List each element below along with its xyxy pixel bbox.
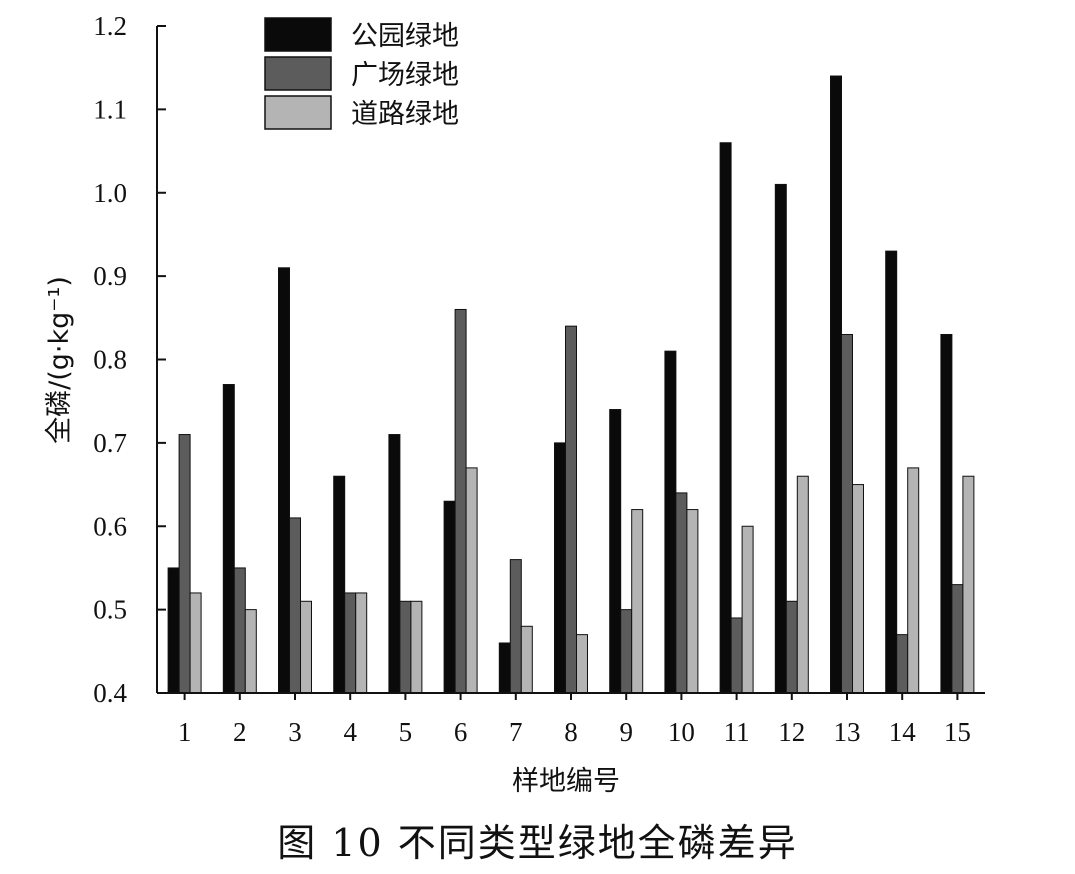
x-tick-label: 1 xyxy=(178,717,192,747)
y-tick-label: 1.2 xyxy=(93,11,127,41)
y-tick-label: 0.6 xyxy=(93,511,127,541)
bar-1-6 xyxy=(443,500,456,694)
bar-1-2 xyxy=(222,384,235,694)
bars-layer xyxy=(167,75,975,694)
legend-label: 公园绿地 xyxy=(351,21,459,52)
bar-3-8 xyxy=(576,634,588,694)
x-tick-label: 11 xyxy=(724,717,750,747)
x-tick-label: 4 xyxy=(343,717,357,747)
x-tick-label: 2 xyxy=(233,717,247,747)
bar-2-9 xyxy=(620,609,633,694)
figure-caption: 图 10 不同类型绿地全磷差异 xyxy=(277,821,798,865)
bar-3-2 xyxy=(244,609,257,694)
y-tick-label: 0.5 xyxy=(93,595,127,625)
y-tick-label: 1.1 xyxy=(93,94,127,124)
bar-3-4 xyxy=(355,592,368,694)
bar-2-11 xyxy=(730,617,743,694)
y-ticks: 0.4 0.5 0.6 0.7 0.8 0.9 1.0 1.1 1.2 xyxy=(93,11,166,708)
y-tick-label: 0.8 xyxy=(93,345,127,375)
bar-3-13 xyxy=(852,484,864,694)
bar-2-6 xyxy=(454,308,467,694)
bar-2-3 xyxy=(289,517,301,694)
x-ticks: 1 2 3 4 5 6 7 8 9 10 11 12 13 14 15 xyxy=(178,693,971,747)
bar-1-1 xyxy=(167,567,180,694)
bar-2-15 xyxy=(951,584,964,694)
bar-2-2 xyxy=(233,567,246,694)
y-tick-label: 0.7 xyxy=(93,428,127,458)
bar-1-14 xyxy=(885,250,898,694)
bar-2-7 xyxy=(509,559,522,694)
bar-3-1 xyxy=(189,592,202,694)
bar-3-9 xyxy=(631,509,644,694)
bar-3-6 xyxy=(465,467,478,694)
bar-1-4 xyxy=(333,475,346,694)
bar-2-1 xyxy=(178,434,191,694)
bar-1-13 xyxy=(830,75,842,694)
y-tick-label: 1.0 xyxy=(93,178,127,208)
bar-1-15 xyxy=(940,333,953,694)
bar-1-10 xyxy=(664,350,677,694)
legend-label: 广场绿地 xyxy=(351,60,459,91)
bar-chart: 0.40.50.60.70.80.91.01.11.2 1 2 3 4 5 6 7 8 9 10 1… xyxy=(44,11,985,797)
bar-2-10 xyxy=(675,492,688,694)
x-tick-label: 6 xyxy=(454,717,468,747)
x-tick-label: 13 xyxy=(834,717,861,747)
bar-2-8 xyxy=(565,325,577,694)
bar-2-4 xyxy=(344,592,357,694)
bar-1-7 xyxy=(498,642,511,694)
bar-1-5 xyxy=(388,434,401,694)
x-tick-label: 12 xyxy=(778,717,805,747)
bar-2-13 xyxy=(841,333,853,694)
x-tick-label: 15 xyxy=(944,717,971,747)
x-tick-label: 7 xyxy=(509,717,523,747)
bar-3-11 xyxy=(741,525,754,694)
bar-3-7 xyxy=(520,625,533,694)
bar-1-11 xyxy=(719,142,732,694)
x-tick-label: 14 xyxy=(889,717,917,747)
legend-label: 道路绿地 xyxy=(351,99,459,130)
legend-swatch xyxy=(264,17,332,52)
x-tick-label: 5 xyxy=(399,717,413,747)
bar-2-5 xyxy=(399,600,412,694)
x-tick-label: 10 xyxy=(668,717,695,747)
legend-swatch xyxy=(264,95,332,130)
bar-1-12 xyxy=(774,183,787,694)
y-axis-label: 全磷/(g·kg⁻¹) xyxy=(44,276,75,444)
bar-2-14 xyxy=(896,634,909,694)
bar-2-12 xyxy=(785,600,798,694)
y-tick-label: 0.9 xyxy=(93,261,127,291)
x-tick-label: 9 xyxy=(619,717,633,747)
legend-swatch xyxy=(264,56,332,91)
y-tick-label: 0.4 xyxy=(93,678,127,708)
bar-1-9 xyxy=(609,409,622,694)
bar-3-10 xyxy=(686,509,699,694)
bar-3-15 xyxy=(962,475,975,694)
x-tick-label: 8 xyxy=(564,717,578,747)
bar-3-12 xyxy=(796,475,809,694)
bar-3-5 xyxy=(410,600,423,694)
bar-1-3 xyxy=(278,267,290,694)
x-axis-label: 样地编号 xyxy=(512,766,620,797)
bar-3-3 xyxy=(300,600,312,694)
x-tick-label: 3 xyxy=(288,717,302,747)
bar-1-8 xyxy=(554,442,566,694)
bar-3-14 xyxy=(907,467,920,694)
